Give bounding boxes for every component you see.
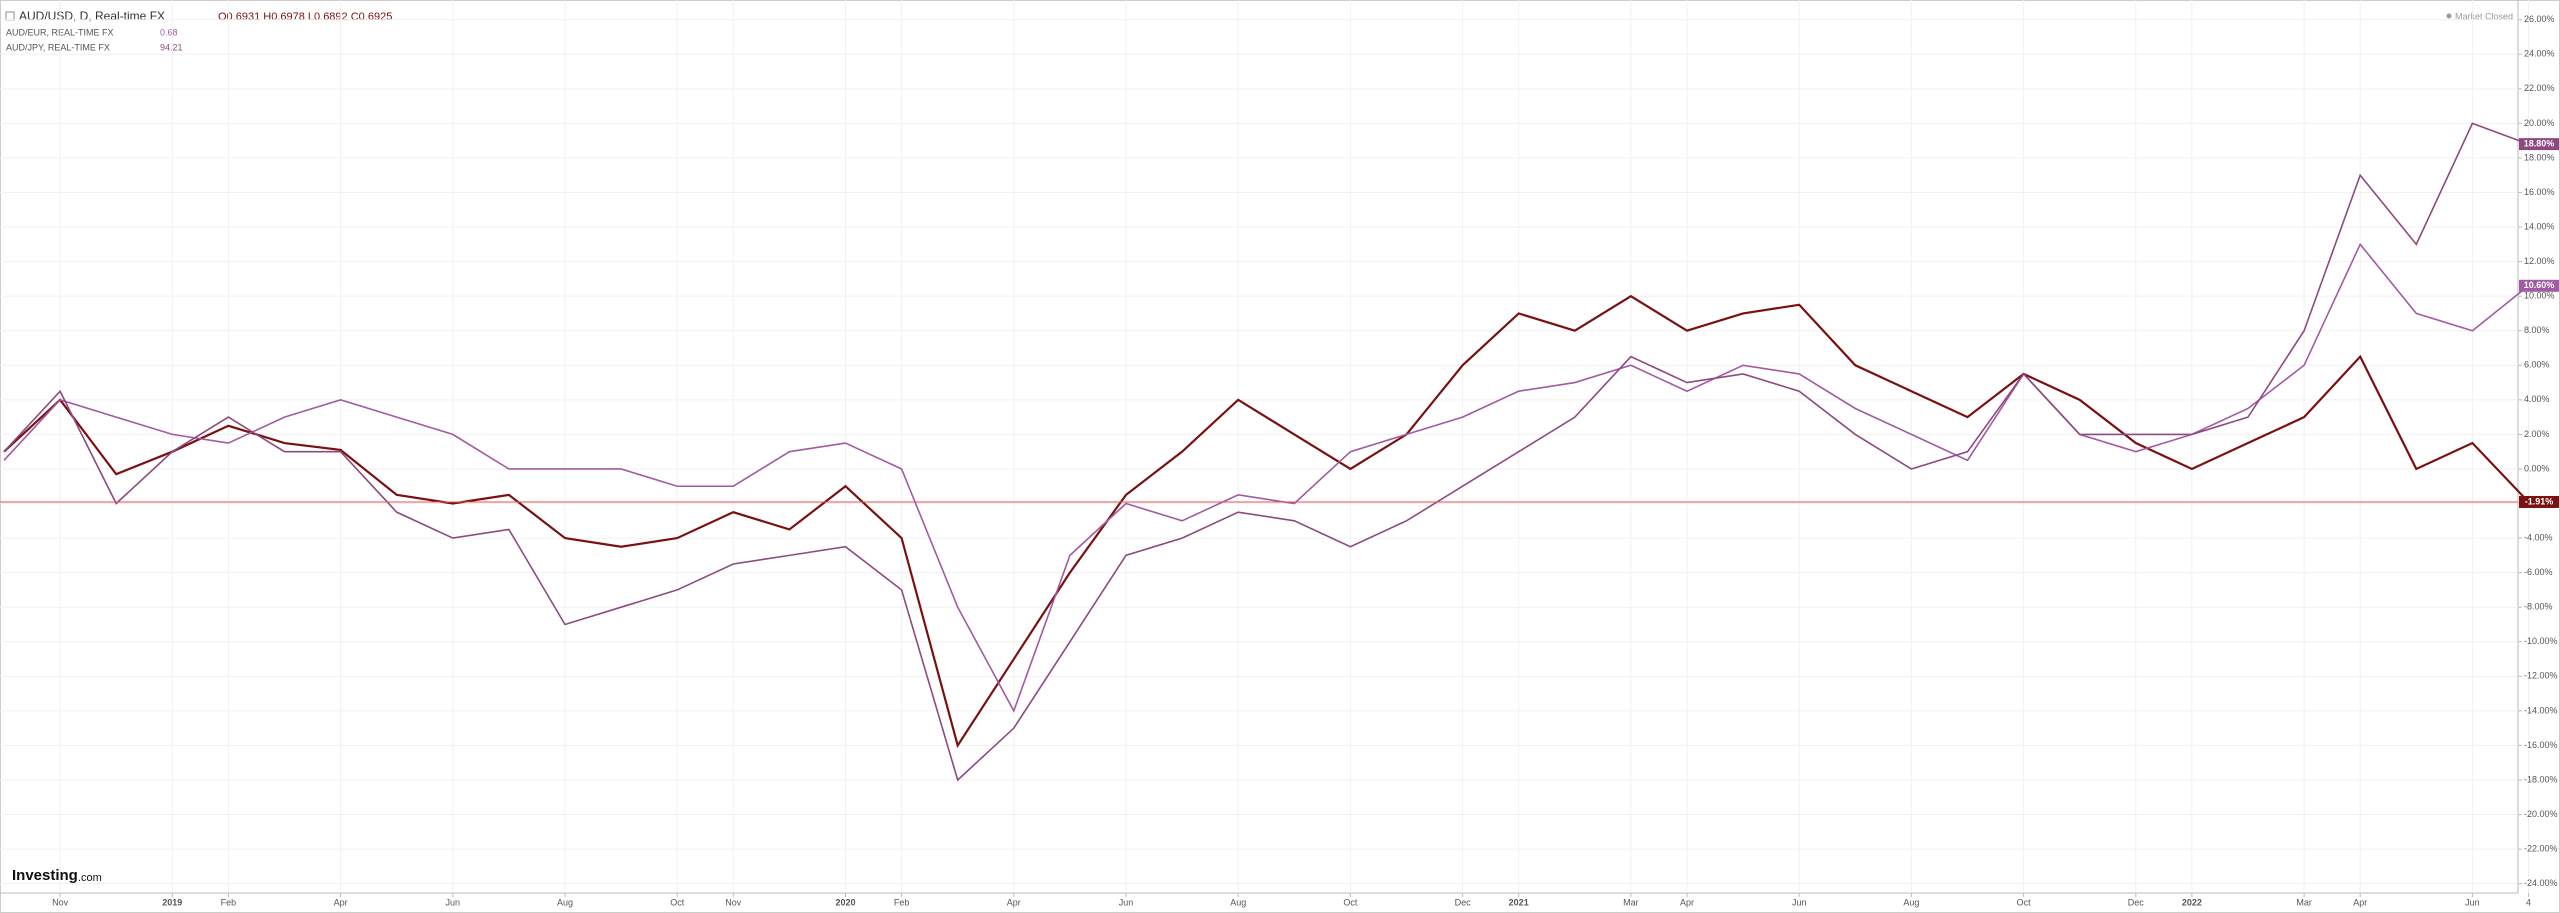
header-ohlc: O0.6931 H0.6978 L0.6892 C0.6925 — [218, 11, 392, 23]
x-tick-label: 2022 — [2182, 897, 2202, 907]
x-tick-label: Apr — [2353, 897, 2367, 907]
x-tick-label: 4 — [2526, 897, 2531, 907]
y-tick-label: 0.00% — [2524, 463, 2550, 473]
y-tick-label: 18.00% — [2524, 152, 2555, 162]
y-tick-label: 24.00% — [2524, 49, 2555, 59]
grid — [0, 0, 2529, 893]
y-tick-label: -6.00% — [2524, 567, 2553, 577]
x-tick-label: Aug — [1903, 897, 1919, 907]
last-value-label: 10.60% — [2524, 280, 2555, 290]
y-tick-label: -10.00% — [2524, 636, 2558, 646]
x-tick-label: Jun — [446, 897, 461, 907]
x-tick-label: 2021 — [1509, 897, 1529, 907]
logo: Investing .com — [12, 867, 102, 884]
overlay-name: AUD/JPY, REAL-TIME FX — [6, 42, 110, 52]
x-tick-label: Nov — [52, 897, 69, 907]
logo-suffix: .com — [78, 872, 102, 884]
y-tick-label: 4.00% — [2524, 394, 2550, 404]
x-tick-label: Mar — [2296, 897, 2312, 907]
last-value-box — [2519, 138, 2559, 151]
series-line — [3, 242, 2530, 713]
x-tick-label: Oct — [2017, 897, 2032, 907]
y-tick-label: 22.00% — [2524, 83, 2555, 93]
y-tick-label: 6.00% — [2524, 360, 2550, 370]
x-tick-label: Aug — [1230, 897, 1246, 907]
header-title: AUD/USD, D, Real-time FX — [19, 9, 165, 23]
x-tick-label: Nov — [725, 897, 742, 907]
x-tick-label: 2020 — [835, 897, 855, 907]
series-line — [3, 122, 2529, 782]
y-tick-label: 10.00% — [2524, 291, 2555, 301]
x-tick-label: Aug — [557, 897, 573, 907]
x-tick-label: Mar — [1623, 897, 1639, 907]
series-line — [3, 294, 2530, 749]
x-tick-label: Apr — [1007, 897, 1021, 907]
y-tick-label: -16.00% — [2524, 740, 2558, 750]
x-tick-label: 2019 — [162, 897, 182, 907]
overlay-last: 0.68 — [160, 27, 178, 37]
logo-text: Investing — [12, 867, 78, 884]
x-tick-label: Feb — [894, 897, 910, 907]
x-tick-label: Feb — [221, 897, 237, 907]
x-tick-label: Dec — [2128, 897, 2145, 907]
y-tick-label: -18.00% — [2524, 774, 2558, 784]
last-value-box — [2519, 279, 2559, 292]
y-tick-label: -20.00% — [2524, 809, 2558, 819]
x-tick-label: Jun — [1119, 897, 1134, 907]
y-tick-label: -22.00% — [2524, 843, 2558, 853]
y-tick-label: 16.00% — [2524, 187, 2555, 197]
x-tick-label: Oct — [1343, 897, 1358, 907]
x-tick-label: Apr — [1680, 897, 1694, 907]
last-value-box — [2519, 495, 2559, 508]
x-tick-label: Jun — [1792, 897, 1807, 907]
y-tick-label: 12.00% — [2524, 256, 2555, 266]
x-tick-label: Jun — [2465, 897, 2480, 907]
y-tick-label: 20.00% — [2524, 118, 2555, 128]
x-tick-label: Apr — [334, 897, 348, 907]
y-tick-label: -12.00% — [2524, 671, 2558, 681]
last-value-label: -1.91% — [2525, 496, 2554, 506]
y-tick-label: -4.00% — [2524, 532, 2553, 542]
y-tick-label: 2.00% — [2524, 429, 2550, 439]
market-status: Market Closed — [2455, 11, 2513, 21]
x-tick-label: Dec — [1455, 897, 1472, 907]
y-tick-label: 14.00% — [2524, 221, 2555, 231]
status-dot — [2446, 13, 2452, 19]
x-tick-label: Oct — [670, 897, 685, 907]
overlay-last: 94.21 — [160, 42, 183, 52]
y-tick-label: 8.00% — [2524, 325, 2550, 335]
y-tick-label: -24.00% — [2524, 878, 2558, 888]
y-tick-label: 26.00% — [2524, 14, 2555, 24]
y-tick-label: -8.00% — [2524, 602, 2553, 612]
y-tick-label: -14.00% — [2524, 705, 2558, 715]
last-value-label: 18.80% — [2524, 138, 2555, 148]
